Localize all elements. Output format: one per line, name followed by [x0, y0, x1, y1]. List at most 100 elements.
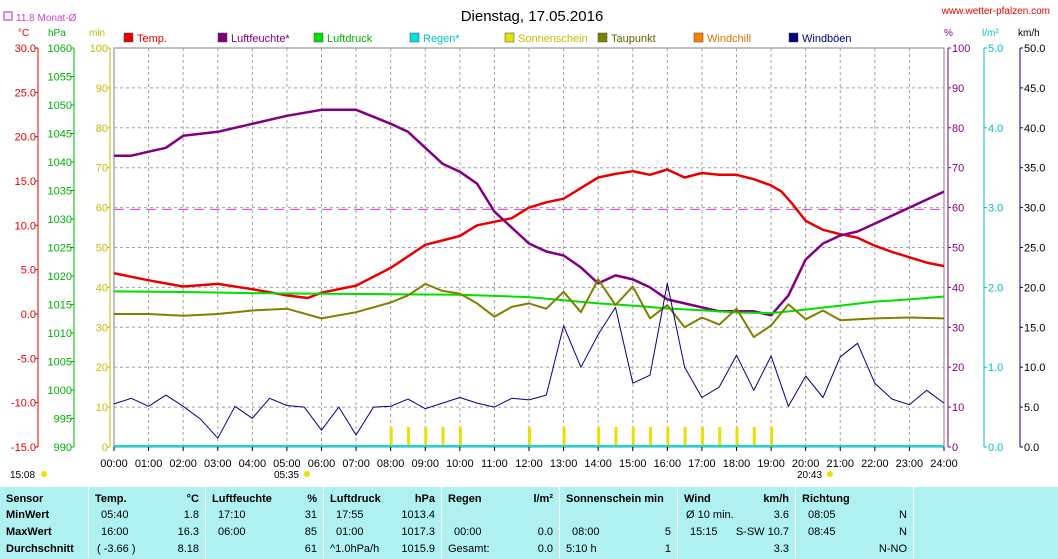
hdr-pressure: Luftdruck	[330, 493, 381, 505]
statistics-table: Sensor MinWert MaxWert Durchschnitt Temp…	[0, 487, 1058, 559]
series-luftdruck	[113, 290, 945, 315]
x-tick-label: 10:00	[446, 458, 474, 470]
hdr-direction: Richtung	[802, 493, 850, 505]
sunshine-bar	[562, 427, 566, 447]
axis-label-temp_c: 20.0	[15, 132, 36, 144]
axis-label-temp_c: 0.0	[21, 309, 36, 321]
site-link[interactable]: www.wetter-pfalzen.com	[941, 6, 1050, 17]
dir-max-value: N	[899, 526, 907, 538]
sun-total: 5:10 h	[566, 543, 597, 555]
col-sensor: Sensor MinWert MaxWert Durchschnitt	[0, 487, 88, 559]
axis-label-rain_lm2: 4.0	[988, 123, 1003, 135]
axis-label-pressure_hpa: 1055	[48, 72, 72, 84]
sunshine-bars	[389, 427, 774, 447]
axis-label-pressure_hpa: 1060	[48, 43, 72, 55]
temp-avg-value: 8.18	[177, 543, 199, 555]
axis-label-temp_c: -5.0	[17, 353, 36, 365]
chart-series	[113, 108, 945, 447]
hdr-humidity: Luftfeuchte	[212, 493, 272, 505]
axis-label-pressure_hpa: 1005	[48, 357, 72, 369]
col-direction: Richtung 08:05 N 08:45 N N-NO	[795, 487, 913, 559]
hum-min-value: 31	[304, 509, 317, 521]
axis-label-humidity_pct: 20	[952, 362, 964, 374]
hdr-sunshine: Sonnenschein min	[566, 493, 664, 505]
x-tick-label: 24:00	[930, 458, 958, 470]
monthly-avg-icon	[3, 11, 13, 21]
press-max-time: 01:00	[336, 526, 364, 538]
legend-label: Windchill	[707, 33, 751, 45]
x-tick-label: 04:00	[239, 458, 267, 470]
axis-label-pressure_hpa: 1035	[48, 186, 72, 198]
axis-label-rain_lm2: 5.0	[988, 43, 1003, 55]
legend-label: Windböen	[802, 33, 852, 45]
wind-avg10-value: 3.6	[773, 509, 789, 521]
legend-label: Luftfeuchte*	[231, 33, 290, 45]
press-min-value: 1013.4	[401, 509, 435, 521]
press-avg-value: 1015.9	[401, 543, 435, 555]
sunshine-bar	[458, 427, 462, 447]
col-pressure: Luftdruck hPa 17:55 1013.4 01:00 1017.3 …	[323, 487, 441, 559]
legend-swatch	[504, 32, 515, 43]
col-sunshine: Sonnenschein min 08:00 5 5:10 h 1	[559, 487, 677, 559]
axis-label-humidity_pct: 0	[952, 442, 958, 454]
row-avg-label: Durchschnitt	[6, 543, 74, 555]
sunrise-icon	[304, 471, 310, 477]
hdr-sensor: Sensor	[6, 493, 44, 505]
axis-label-pressure_hpa: 1015	[48, 300, 72, 312]
sunshine-bar	[528, 427, 531, 447]
sunshine-bar	[666, 427, 670, 447]
sunshine-bar	[614, 427, 618, 447]
axis-label-pressure_hpa: 1040	[48, 157, 72, 169]
axis-label-temp_c: -15.0	[11, 442, 36, 454]
axis-label-pressure_hpa: 990	[54, 442, 72, 454]
rain-total-label: Gesamt:	[448, 543, 490, 555]
legend-swatch	[409, 32, 420, 43]
sun-avg-value: 1	[664, 543, 671, 555]
col-humidity: Luftfeuchte % 17:10 31 06:00 85 61	[205, 487, 323, 559]
axis-label-sunshine_min: 20	[96, 362, 108, 374]
temp-min-time: 05:40	[101, 509, 129, 521]
hdr-pressure-unit: hPa	[414, 493, 435, 505]
chart-axes: 00:00 01:00 02:00 03:00 04:00 05:00 06:00 07:00…	[11, 43, 1046, 470]
legend-label: Luftdruck	[327, 33, 373, 45]
axis-label-sunshine_min: 10	[96, 402, 108, 414]
x-tick-label: 08:00	[377, 458, 405, 470]
axis-label-rain_lm2: 0.0	[988, 442, 1003, 454]
col-rain: Regen l/m² 00:00 0.0 Gesamt: 0.0	[441, 487, 559, 559]
sunshine-bar	[700, 427, 704, 447]
unit-temp: °C	[18, 28, 29, 39]
corner-sun-icon	[41, 471, 47, 477]
sunset-time: 20:43	[797, 470, 822, 481]
temp-min-value: 1.8	[183, 509, 199, 521]
axis-label-wind_kmh: 50.0	[1024, 43, 1045, 55]
x-tick-label: 03:00	[204, 458, 232, 470]
unit-pressure: hPa	[48, 28, 66, 39]
legend-swatch	[123, 32, 134, 43]
axis-label-pressure_hpa: 1020	[48, 271, 72, 283]
hum-avg-value: 61	[304, 543, 317, 555]
x-tick-label: 09:00	[411, 458, 439, 470]
axis-label-temp_c: 5.0	[21, 265, 36, 277]
monthly-avg-label: 11.8 Monat-Ø	[16, 13, 77, 24]
axis-label-pressure_hpa: 1025	[48, 243, 72, 255]
x-tick-label: 22:00	[861, 458, 889, 470]
x-tick-label: 00:00	[100, 458, 128, 470]
axis-label-pressure_hpa: 1030	[48, 214, 72, 226]
axis-label-temp_c: 25.0	[15, 87, 36, 99]
axis-label-pressure_hpa: 1045	[48, 129, 72, 141]
axis-label-humidity_pct: 30	[952, 322, 964, 334]
col-temp: Temp. °C 05:40 1.8 16:00 16.3 ( -3.66 ) …	[88, 487, 205, 559]
sun-max-time: 08:00	[572, 526, 600, 538]
sunshine-bar	[631, 427, 635, 447]
axis-label-wind_kmh: 35.0	[1024, 163, 1045, 175]
sunshine-bar	[406, 427, 410, 447]
x-tick-label: 06:00	[308, 458, 336, 470]
axis-label-sunshine_min: 80	[96, 123, 108, 135]
axis-label-humidity_pct: 80	[952, 123, 964, 135]
axis-label-wind_kmh: 10.0	[1024, 362, 1045, 374]
hum-max-time: 06:00	[218, 526, 246, 538]
legend-swatch	[597, 32, 608, 43]
x-tick-label: 14:00	[584, 458, 612, 470]
sunshine-bar	[441, 427, 445, 447]
axis-label-sunshine_min: 60	[96, 203, 108, 215]
